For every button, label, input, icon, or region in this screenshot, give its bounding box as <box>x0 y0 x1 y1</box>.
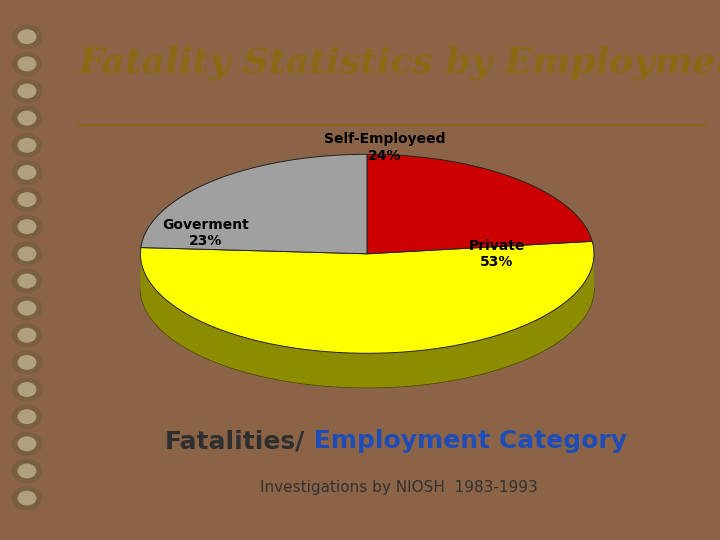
Circle shape <box>12 52 42 75</box>
Circle shape <box>18 437 36 450</box>
Circle shape <box>12 242 42 265</box>
Circle shape <box>12 487 42 510</box>
Circle shape <box>12 324 42 347</box>
Circle shape <box>18 84 36 98</box>
Circle shape <box>12 161 42 184</box>
Circle shape <box>12 107 42 130</box>
Circle shape <box>18 30 36 43</box>
Text: Private
53%: Private 53% <box>469 239 525 269</box>
Circle shape <box>18 274 36 288</box>
Circle shape <box>12 134 42 157</box>
Circle shape <box>12 25 42 48</box>
Polygon shape <box>140 241 594 353</box>
Polygon shape <box>141 154 367 254</box>
Text: Fatality Statistics by Employment: Fatality Statistics by Employment <box>78 45 720 80</box>
Circle shape <box>18 410 36 423</box>
Text: Employment Category: Employment Category <box>305 429 627 453</box>
Circle shape <box>18 166 36 179</box>
Circle shape <box>12 188 42 211</box>
Circle shape <box>18 193 36 206</box>
Circle shape <box>12 351 42 374</box>
Circle shape <box>18 356 36 369</box>
Circle shape <box>18 139 36 152</box>
Circle shape <box>12 79 42 103</box>
Circle shape <box>12 433 42 455</box>
Text: Self-Employeed
24%: Self-Employeed 24% <box>324 132 445 163</box>
Circle shape <box>18 328 36 342</box>
Circle shape <box>18 57 36 71</box>
Circle shape <box>18 220 36 233</box>
Circle shape <box>12 296 42 320</box>
Polygon shape <box>140 288 594 388</box>
Circle shape <box>18 383 36 396</box>
Circle shape <box>18 111 36 125</box>
Circle shape <box>12 215 42 238</box>
Circle shape <box>12 269 42 292</box>
Text: Goverment
23%: Goverment 23% <box>162 218 248 248</box>
Circle shape <box>18 301 36 315</box>
Circle shape <box>12 378 42 401</box>
Circle shape <box>18 491 36 505</box>
Circle shape <box>18 464 36 478</box>
Text: Fatalities/: Fatalities/ <box>165 429 305 453</box>
Polygon shape <box>367 154 593 254</box>
Polygon shape <box>140 254 594 388</box>
Circle shape <box>12 406 42 428</box>
Circle shape <box>12 460 42 482</box>
Circle shape <box>18 247 36 261</box>
Text: Investigations by NIOSH  1983-1993: Investigations by NIOSH 1983-1993 <box>260 480 537 495</box>
